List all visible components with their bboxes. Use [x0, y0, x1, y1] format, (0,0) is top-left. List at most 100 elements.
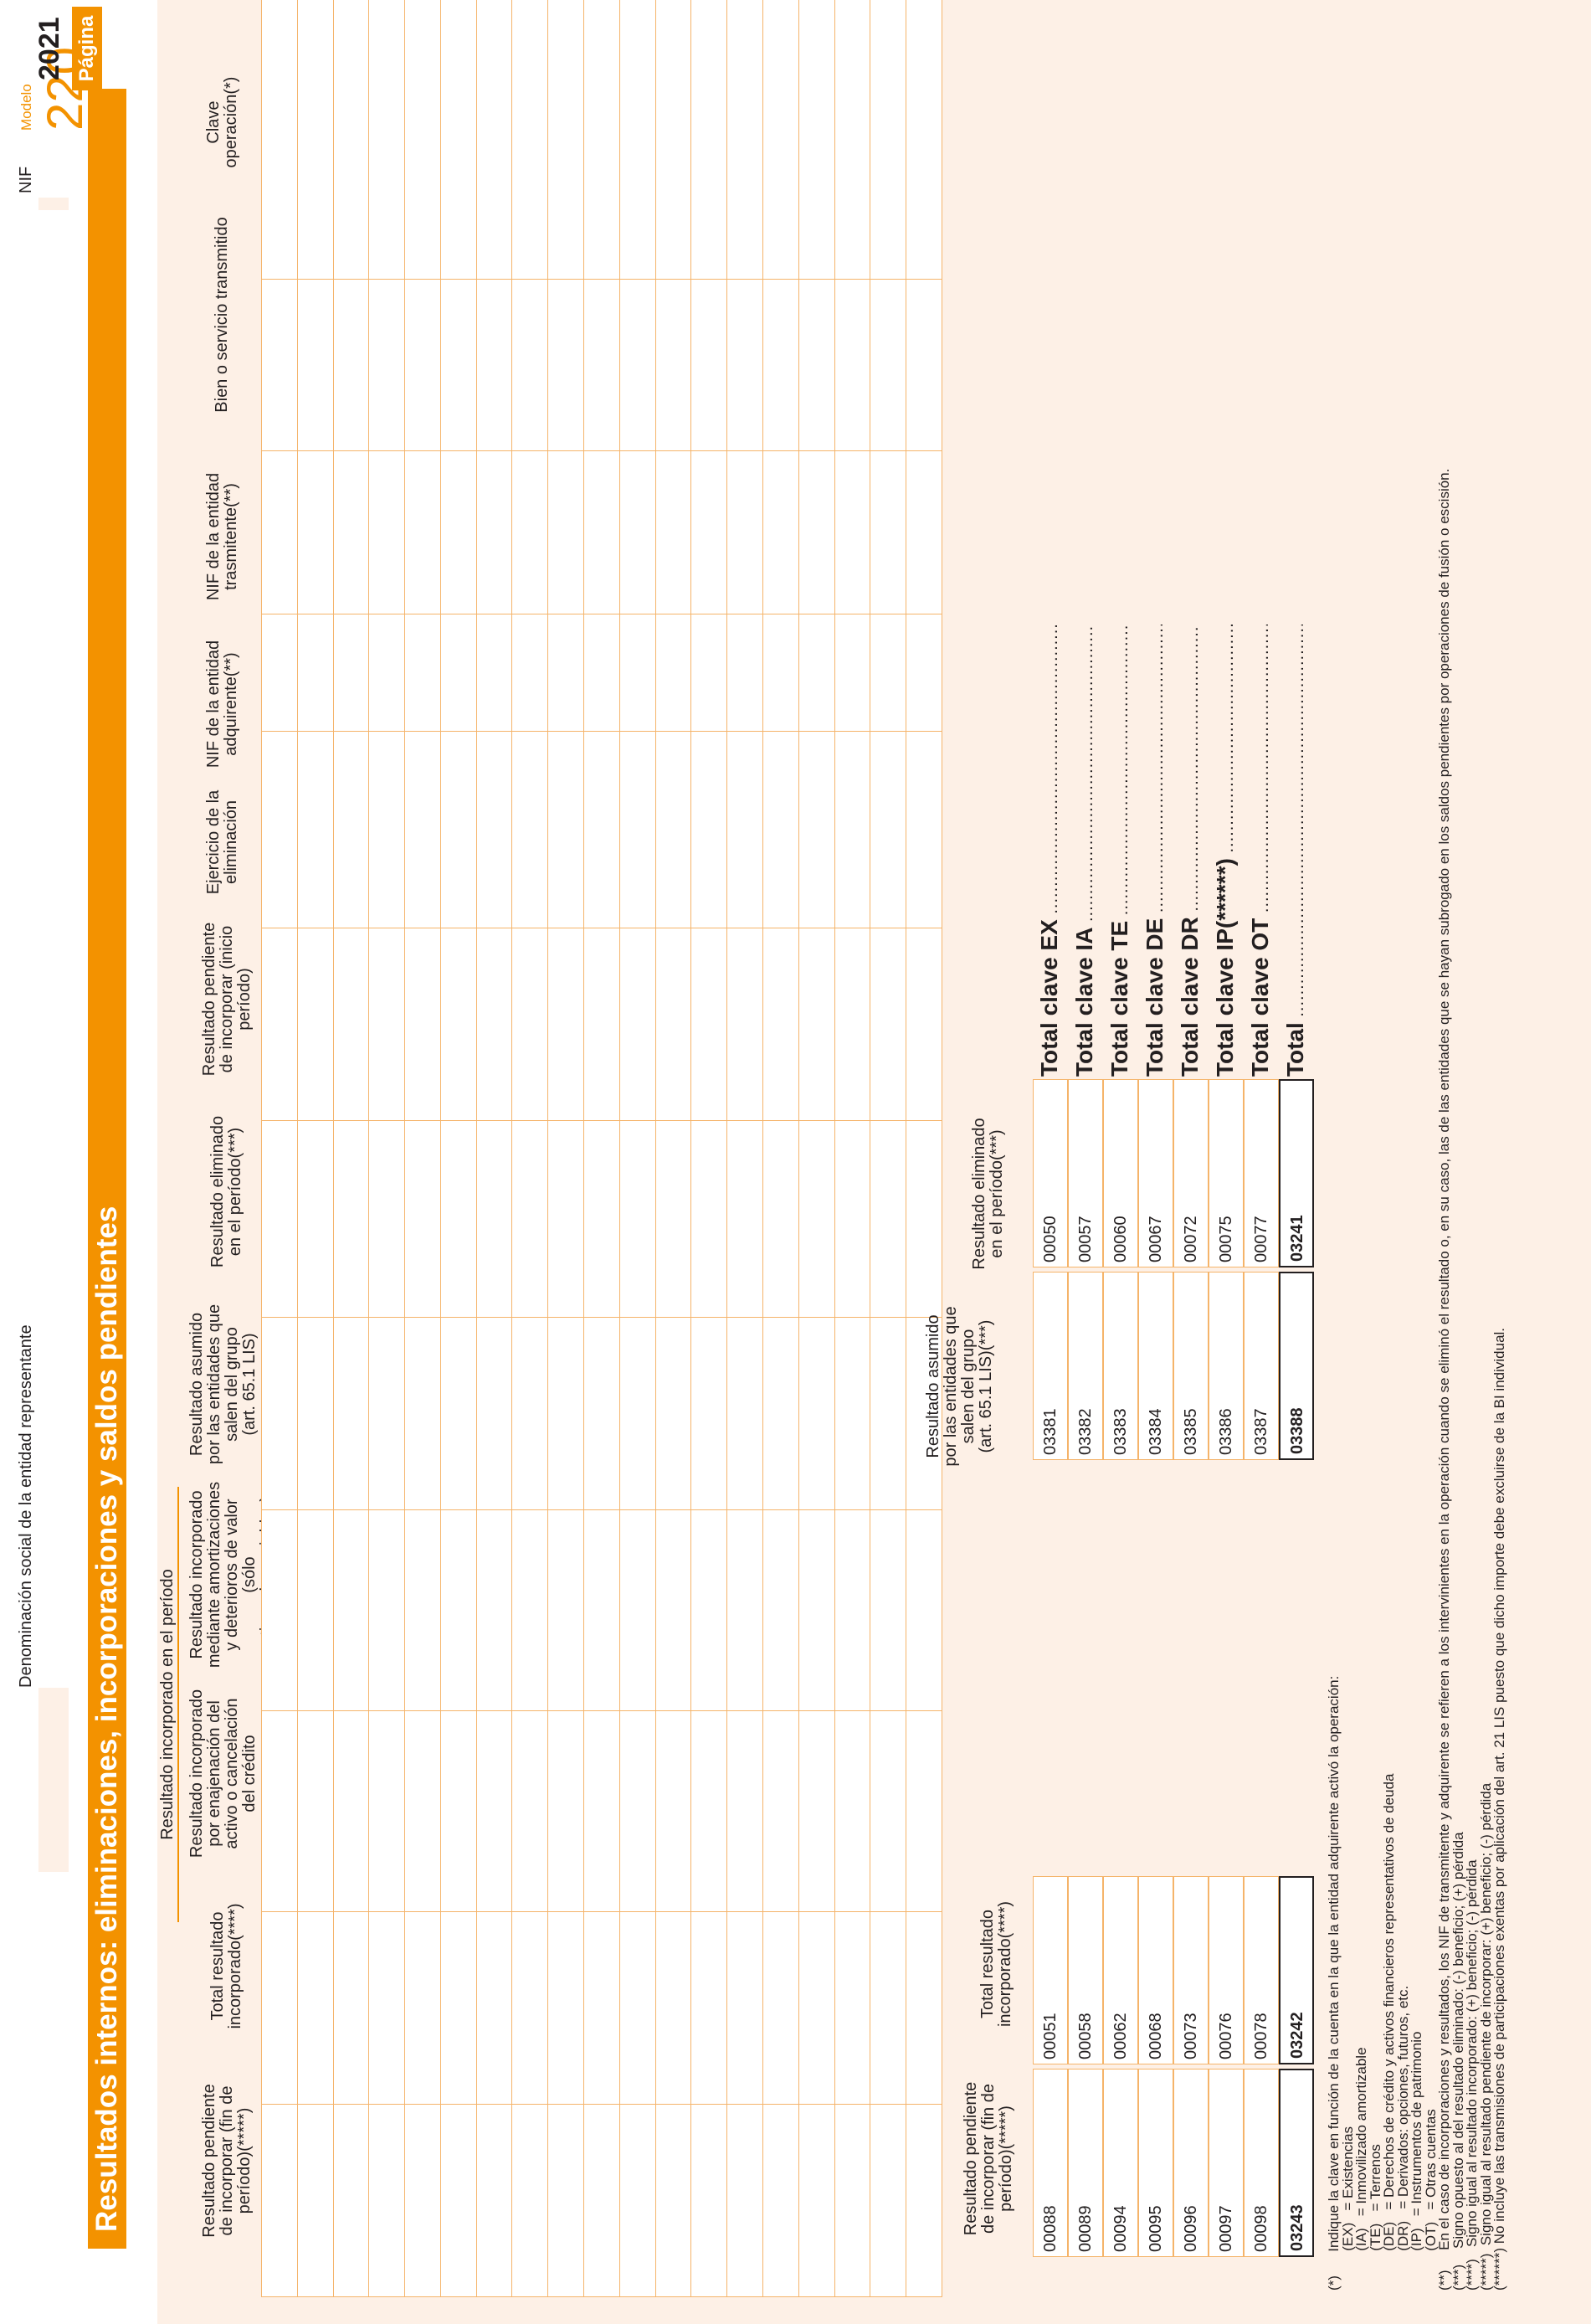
grid-cell[interactable] [762, 1120, 799, 1318]
grid-cell[interactable] [440, 1120, 477, 1318]
grid-cell[interactable] [762, 1317, 799, 1510]
grid-cell[interactable] [655, 1710, 691, 1912]
grid-cell[interactable] [583, 1317, 620, 1510]
grid-cell[interactable] [690, 1120, 727, 1318]
grid-cell[interactable] [404, 279, 441, 451]
grid-cell[interactable] [798, 450, 834, 614]
totals-amount-field[interactable]: 03388 [1279, 1272, 1314, 1460]
grid-cell[interactable] [368, 928, 405, 1121]
totals-amount-field[interactable]: 03241 [1279, 1079, 1314, 1267]
grid-cell[interactable] [476, 2104, 512, 2297]
grid-cell[interactable] [655, 0, 691, 280]
grid-cell[interactable] [261, 1509, 298, 1711]
grid-cell[interactable] [798, 0, 834, 280]
grid-cell[interactable] [511, 928, 548, 1121]
grid-cell[interactable] [834, 450, 870, 614]
grid-cell[interactable] [440, 614, 477, 732]
grid-cell[interactable] [906, 0, 942, 280]
grid-cell[interactable] [368, 1317, 405, 1510]
totals-amount-field[interactable]: 00095 [1138, 2069, 1173, 2257]
grid-cell[interactable] [798, 1710, 834, 1912]
grid-cell[interactable] [511, 731, 548, 928]
grid-cell[interactable] [440, 0, 477, 280]
grid-cell[interactable] [726, 1120, 763, 1318]
grid-cell[interactable] [762, 731, 799, 928]
grid-cell[interactable] [511, 1911, 548, 2105]
totals-amount-field[interactable]: 00075 [1209, 1079, 1244, 1267]
grid-cell[interactable] [404, 1710, 441, 1912]
grid-cell[interactable] [261, 928, 298, 1121]
grid-cell[interactable] [655, 450, 691, 614]
grid-cell[interactable] [368, 1911, 405, 2105]
grid-cell[interactable] [368, 731, 405, 928]
grid-cell[interactable] [655, 2104, 691, 2297]
totals-amount-field[interactable]: 03387 [1244, 1272, 1279, 1460]
totals-amount-field[interactable]: 00077 [1244, 1079, 1279, 1267]
grid-cell[interactable] [583, 1911, 620, 2105]
grid-cell[interactable] [404, 0, 441, 280]
grid-cell[interactable] [619, 450, 656, 614]
grid-cell[interactable] [583, 279, 620, 451]
grid-cell[interactable] [404, 731, 441, 928]
grid-cell[interactable] [476, 1710, 512, 1912]
totals-amount-field[interactable]: 00098 [1244, 2069, 1279, 2257]
grid-cell[interactable] [726, 0, 763, 280]
grid-cell[interactable] [261, 450, 298, 614]
grid-cell[interactable] [906, 1120, 942, 1318]
grid-cell[interactable] [261, 614, 298, 732]
grid-cell[interactable] [798, 1120, 834, 1318]
grid-cell[interactable] [511, 450, 548, 614]
grid-cell[interactable] [333, 731, 369, 928]
totals-amount-field[interactable]: 00088 [1033, 2069, 1068, 2257]
totals-amount-field[interactable]: 00051 [1033, 1876, 1068, 2064]
grid-cell[interactable] [834, 928, 870, 1121]
grid-cell[interactable] [404, 614, 441, 732]
grid-cell[interactable] [726, 279, 763, 451]
grid-cell[interactable] [511, 1120, 548, 1318]
grid-cell[interactable] [368, 0, 405, 280]
grid-cell[interactable] [547, 1120, 584, 1318]
grid-cell[interactable] [690, 1509, 727, 1711]
totals-amount-field[interactable]: 00089 [1068, 2069, 1103, 2257]
grid-cell[interactable] [583, 614, 620, 732]
grid-cell[interactable] [655, 731, 691, 928]
grid-cell[interactable] [583, 928, 620, 1121]
grid-cell[interactable] [368, 614, 405, 732]
grid-cell[interactable] [333, 279, 369, 451]
grid-cell[interactable] [798, 2104, 834, 2297]
grid-cell[interactable] [655, 1911, 691, 2105]
grid-cell[interactable] [368, 2104, 405, 2297]
totals-amount-field[interactable]: 03386 [1209, 1272, 1244, 1460]
grid-cell[interactable] [511, 1317, 548, 1510]
grid-cell[interactable] [547, 614, 584, 732]
grid-cell[interactable] [261, 731, 298, 928]
grid-cell[interactable] [368, 1120, 405, 1318]
grid-cell[interactable] [297, 1317, 334, 1510]
totals-amount-field[interactable]: 00058 [1068, 1876, 1103, 2064]
grid-cell[interactable] [440, 1317, 477, 1510]
totals-amount-field[interactable]: 00073 [1173, 1876, 1209, 2064]
denominacion-field[interactable] [38, 210, 69, 1688]
grid-cell[interactable] [547, 450, 584, 614]
grid-cell[interactable] [690, 0, 727, 280]
grid-cell[interactable] [762, 2104, 799, 2297]
grid-cell[interactable] [440, 450, 477, 614]
totals-amount-field[interactable]: 00096 [1173, 2069, 1209, 2257]
grid-cell[interactable] [834, 1120, 870, 1318]
grid-cell[interactable] [834, 0, 870, 280]
grid-cell[interactable] [655, 279, 691, 451]
grid-cell[interactable] [547, 1710, 584, 1912]
grid-cell[interactable] [726, 731, 763, 928]
grid-cell[interactable] [297, 928, 334, 1121]
grid-cell[interactable] [655, 614, 691, 732]
grid-cell[interactable] [834, 279, 870, 451]
grid-cell[interactable] [511, 614, 548, 732]
grid-cell[interactable] [333, 0, 369, 280]
grid-cell[interactable] [476, 1120, 512, 1318]
grid-cell[interactable] [333, 2104, 369, 2297]
totals-amount-field[interactable]: 03243 [1279, 2069, 1314, 2257]
grid-cell[interactable] [404, 1317, 441, 1510]
grid-cell[interactable] [333, 1120, 369, 1318]
grid-cell[interactable] [547, 928, 584, 1121]
grid-cell[interactable] [619, 928, 656, 1121]
